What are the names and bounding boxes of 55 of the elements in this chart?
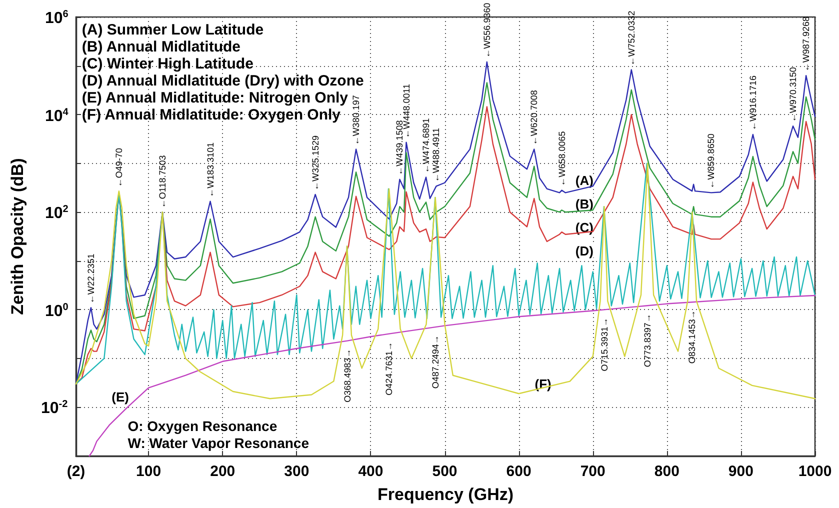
annotation: O: Oxygen Resonance [128, 418, 278, 434]
y-tick-label: 10$^{2}$ [45, 204, 68, 222]
annotation: (B) [575, 196, 594, 212]
annotation: ←W859.8650 [706, 134, 716, 189]
annotation: (A) Summer Low Latitude [82, 22, 264, 39]
y-tick-label: 10$^{4}$ [45, 106, 68, 125]
annotation: O773.8397→ [642, 314, 653, 368]
annotation: ←O49-70 [114, 148, 124, 188]
x-axis-title: Frequency (GHz) [377, 485, 514, 504]
x-tick-label: 300 [284, 463, 310, 480]
annotation: (D) [575, 244, 594, 259]
annotation: (B) Annual Midlatitude [82, 38, 241, 56]
x-tick-label: 200 [210, 463, 236, 480]
y-tick-label: 10$^{0}$ [45, 302, 68, 320]
x-tick-label: 700 [580, 463, 606, 480]
x-tick-label: 600 [506, 463, 532, 480]
y-axis-title: Zenith Opacity (dB) [8, 158, 27, 315]
x-tick-label: 500 [432, 463, 458, 480]
x-tick-label: (2) [66, 463, 86, 480]
y-tick-label: 10$^{-2}$ [41, 399, 68, 418]
annotation: (F) [534, 376, 552, 392]
annotation: ←W620.7008 [529, 90, 540, 146]
x-tick-label: 900 [728, 463, 754, 480]
annotation: ←O118.7503 [157, 155, 168, 208]
annotation: ←W556.9360 [482, 2, 492, 58]
annotation: ←W448.0011 [401, 84, 412, 138]
annotation: ←W987.9268 [801, 16, 812, 72]
annotation: (C) Winter High Latitude [82, 56, 254, 73]
annotation: ←W916.1716 [748, 75, 758, 131]
annotation: ←W488.4911 [431, 128, 442, 182]
x-tick-label: 400 [358, 463, 384, 480]
annotation: (C) [575, 220, 594, 236]
x-tick-label: 1000 [798, 463, 832, 480]
annotation: ←W752.0332 [626, 10, 636, 66]
annotation: (F) Annual Midlatitude: Oxygen Only [82, 106, 342, 124]
annotation: ←W22.2351 [86, 254, 96, 304]
annotation: ←W658.0065 [556, 131, 567, 186]
annotation: (D) Annual Midlatitude (Dry) with Ozone [82, 72, 364, 90]
y-tick-label: 10$^{6}$ [45, 9, 68, 27]
x-tick-label: 800 [654, 463, 680, 480]
annotation: (E) Annual Midlatitude: Nitrogen Only [82, 90, 349, 107]
annotation: ←W325.1529 [310, 135, 320, 190]
annotation: W: Water Vapor Resonance [128, 435, 310, 451]
annotation: (A) [575, 173, 594, 188]
x-tick-label: 100 [136, 463, 162, 480]
annotation: ←W474.6891 [421, 118, 432, 174]
annotation: O424.7631→ [384, 342, 394, 396]
annotation: ←W970.3150 [788, 67, 798, 122]
annotation: O487.2494→ [430, 335, 440, 389]
annotation: ←W380.197 [351, 95, 362, 146]
annotation: ←W183.3101 [205, 142, 216, 198]
annotation: O715.3931→ [599, 318, 610, 372]
annotation: (E) [112, 390, 130, 405]
annotation: O368.4983→ [342, 348, 352, 402]
annotation: O834.1453→ [687, 310, 698, 364]
